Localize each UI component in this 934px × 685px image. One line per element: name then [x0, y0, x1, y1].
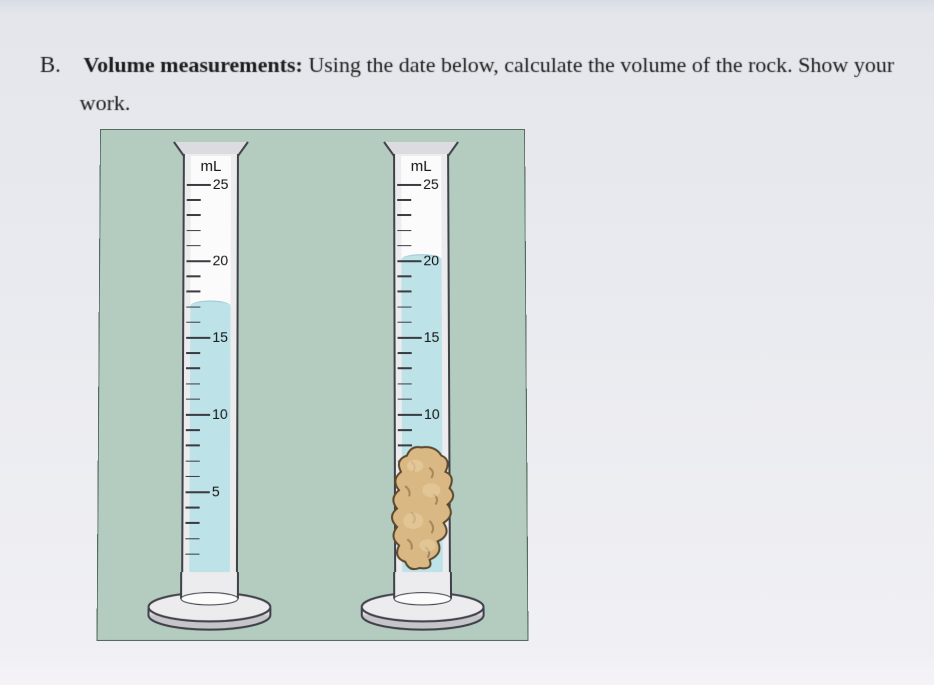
tick-minor — [187, 200, 201, 202]
unit-label-2: mL — [411, 158, 432, 175]
tick-label: 10 — [424, 406, 440, 422]
tick-minor — [398, 368, 412, 370]
tick-label: 20 — [213, 253, 229, 269]
tick-minor — [397, 245, 411, 247]
tick-minor — [186, 291, 200, 293]
tick-label: 25 — [423, 176, 439, 192]
tick-label: 10 — [212, 406, 228, 422]
rock — [385, 442, 460, 575]
cylinder-base — [143, 573, 275, 633]
tick-minor — [185, 538, 199, 540]
cylinder-initial: mL 5 10 15 20 25 — [143, 140, 276, 632]
diagram-area: mL 510152025 mL 10152 — [97, 129, 529, 641]
tick-minor — [186, 353, 200, 355]
tick-minor — [397, 215, 411, 217]
tick-minor — [186, 461, 200, 463]
tick-minor — [398, 399, 412, 401]
tick-minor — [186, 368, 200, 370]
cylinder-tube: mL 5 10 15 20 25 — [181, 154, 239, 579]
question-label: B. — [40, 45, 78, 84]
tick-minor — [186, 276, 200, 278]
tick-minor — [186, 430, 200, 432]
question-bold: Volume measurements: — [83, 52, 303, 77]
tick-minor — [187, 215, 201, 217]
tick-minor — [186, 322, 200, 324]
tick-minor — [185, 554, 199, 556]
question-block: B. Volume measurements: Using the date b… — [39, 45, 904, 122]
tick-minor — [398, 430, 412, 432]
scale-ticks-1: 5 10 15 20 25 — [185, 154, 239, 579]
tick-minor — [186, 445, 200, 447]
tick-label: 15 — [424, 329, 440, 345]
tick-minor — [397, 291, 411, 293]
tick-major — [397, 184, 421, 186]
tick-minor — [185, 507, 199, 509]
tick-minor — [187, 230, 201, 232]
tick-major — [186, 261, 210, 263]
tick-major — [398, 414, 422, 416]
tick-major — [187, 184, 211, 186]
tick-minor — [397, 307, 411, 309]
tick-minor — [187, 245, 201, 247]
tick-minor — [186, 307, 200, 309]
tick-minor — [398, 383, 412, 385]
tick-minor — [397, 276, 411, 278]
tick-minor — [186, 476, 200, 478]
tick-major — [186, 492, 210, 494]
tick-minor — [397, 200, 411, 202]
tick-minor — [398, 322, 412, 324]
cylinder-with-rock: mL 10 15 20 25 — [356, 140, 489, 632]
tick-label: 15 — [212, 329, 228, 345]
tick-major — [186, 337, 210, 339]
tick-minor — [397, 230, 411, 232]
tick-minor — [186, 399, 200, 401]
cylinder-base — [357, 573, 489, 633]
tick-minor — [186, 383, 200, 385]
tick-major — [398, 337, 422, 339]
question-rest: Using the date below, calculate the volu… — [303, 52, 895, 77]
tick-minor — [398, 353, 412, 355]
question-line2: work. — [39, 84, 904, 121]
tick-label: 5 — [212, 484, 220, 500]
question-line1: B. Volume measurements: Using the date b… — [40, 45, 905, 84]
tick-major — [397, 261, 421, 263]
tick-minor — [185, 523, 199, 525]
tick-label: 20 — [423, 253, 439, 269]
unit-label-1: mL — [200, 158, 221, 175]
tick-label: 25 — [213, 176, 229, 192]
tick-major — [186, 414, 210, 416]
